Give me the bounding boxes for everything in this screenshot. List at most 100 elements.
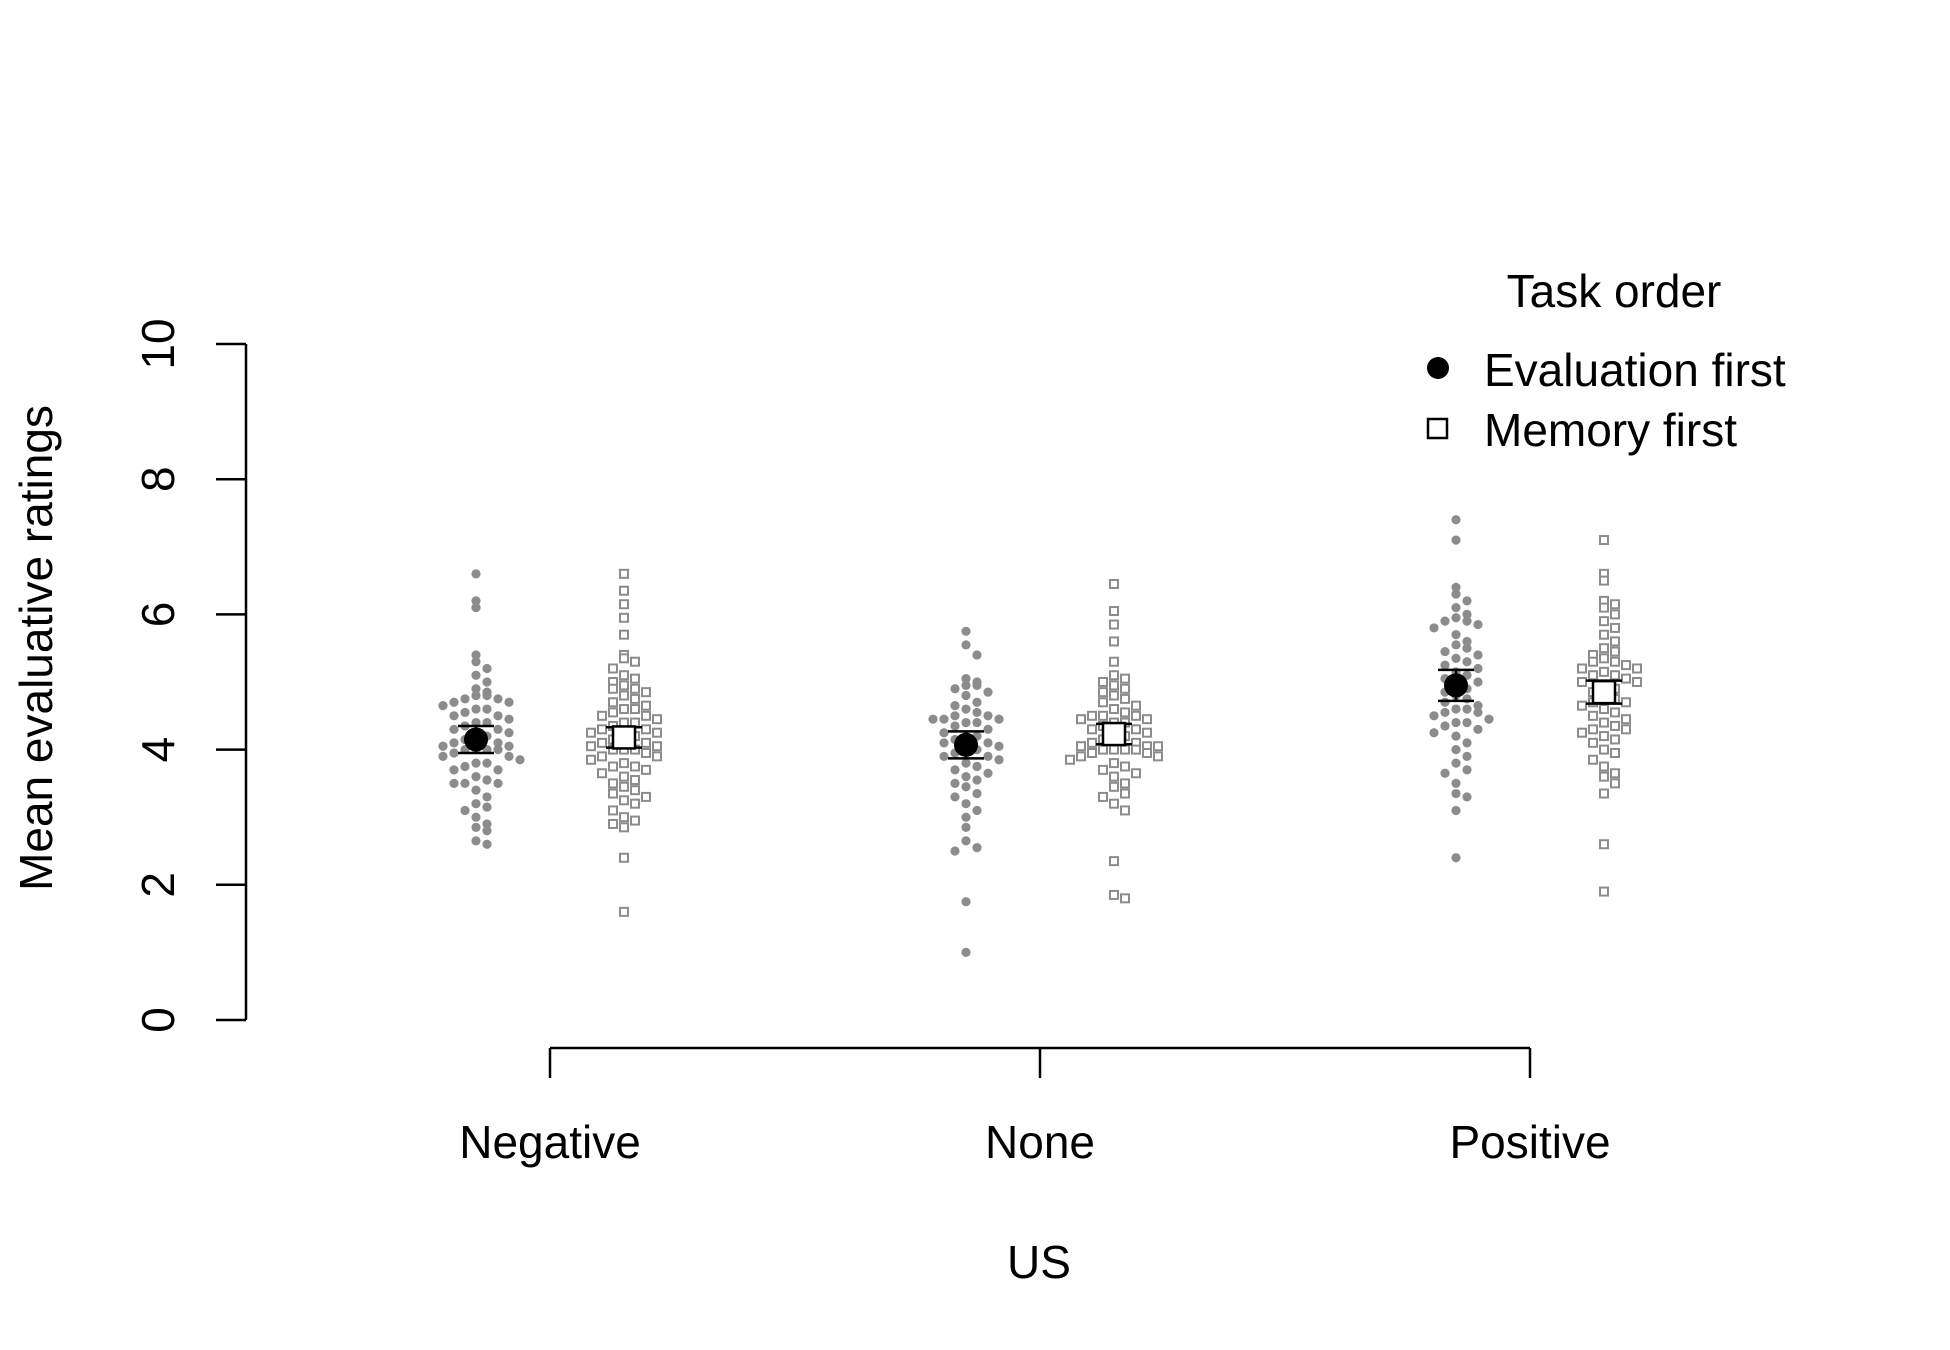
raw-point-memory-first — [620, 654, 628, 662]
raw-point-evaluation-first — [471, 813, 480, 822]
raw-point-memory-first — [1611, 779, 1619, 787]
raw-point-evaluation-first — [1429, 623, 1438, 632]
raw-point-evaluation-first — [1440, 661, 1449, 670]
raw-point-evaluation-first — [972, 775, 981, 784]
raw-point-memory-first — [1578, 702, 1586, 710]
raw-point-memory-first — [653, 715, 661, 723]
raw-point-memory-first — [609, 806, 617, 814]
raw-point-memory-first — [620, 614, 628, 622]
raw-point-memory-first — [1600, 644, 1608, 652]
raw-point-evaluation-first — [972, 650, 981, 659]
raw-point-evaluation-first — [504, 742, 513, 751]
raw-point-evaluation-first — [939, 738, 948, 747]
raw-point-evaluation-first — [950, 701, 959, 710]
raw-point-memory-first — [1099, 746, 1107, 754]
raw-point-memory-first — [1589, 671, 1597, 679]
raw-point-memory-first — [1099, 698, 1107, 706]
raw-point-evaluation-first — [1451, 515, 1460, 524]
raw-point-evaluation-first — [471, 799, 480, 808]
raw-point-memory-first — [1611, 658, 1619, 666]
raw-point-evaluation-first — [1462, 657, 1471, 666]
raw-point-memory-first — [642, 725, 650, 733]
raw-point-evaluation-first — [950, 846, 959, 855]
raw-point-evaluation-first — [939, 728, 948, 737]
raw-point-memory-first — [1611, 769, 1619, 777]
raw-point-evaluation-first — [471, 786, 480, 795]
raw-point-memory-first — [587, 756, 595, 764]
raw-point-memory-first — [1121, 894, 1129, 902]
raw-point-evaluation-first — [961, 948, 970, 957]
raw-point-memory-first — [1589, 739, 1597, 747]
raw-point-memory-first — [1077, 752, 1085, 760]
raw-point-memory-first — [1110, 692, 1118, 700]
raw-point-memory-first — [653, 742, 661, 750]
raw-point-memory-first — [1600, 705, 1608, 713]
raw-point-evaluation-first — [983, 752, 992, 761]
raw-point-memory-first — [653, 752, 661, 760]
raw-point-memory-first — [1600, 668, 1608, 676]
raw-point-evaluation-first — [1440, 769, 1449, 778]
raw-point-memory-first — [1066, 756, 1074, 764]
raw-point-evaluation-first — [482, 802, 491, 811]
raw-point-evaluation-first — [1451, 654, 1460, 663]
raw-point-evaluation-first — [961, 627, 970, 636]
raw-point-memory-first — [1154, 742, 1162, 750]
raw-point-evaluation-first — [504, 698, 513, 707]
raw-point-memory-first — [1099, 793, 1107, 801]
x-tick-label-none: None — [985, 1116, 1095, 1168]
raw-point-evaluation-first — [939, 715, 948, 724]
raw-point-memory-first — [642, 793, 650, 801]
raw-point-memory-first — [620, 705, 628, 713]
raw-point-memory-first — [1110, 637, 1118, 645]
raw-point-memory-first — [1121, 779, 1129, 787]
raw-point-memory-first — [620, 671, 628, 679]
raw-point-evaluation-first — [438, 742, 447, 751]
raw-point-evaluation-first — [449, 748, 458, 757]
raw-point-evaluation-first — [1473, 725, 1482, 734]
raw-point-memory-first — [1121, 708, 1129, 716]
raw-point-memory-first — [631, 800, 639, 808]
raw-point-memory-first — [1600, 732, 1608, 740]
raw-point-memory-first — [631, 776, 639, 784]
raw-point-memory-first — [1088, 739, 1096, 747]
raw-point-evaluation-first — [961, 823, 970, 832]
x-tick-label-negative: Negative — [459, 1116, 641, 1168]
raw-point-memory-first — [1121, 790, 1129, 798]
raw-point-evaluation-first — [493, 745, 502, 754]
raw-point-memory-first — [1589, 725, 1597, 733]
raw-point-evaluation-first — [950, 765, 959, 774]
y-tick-label: 10 — [132, 318, 184, 369]
raw-point-evaluation-first — [449, 711, 458, 720]
raw-point-memory-first — [1622, 675, 1630, 683]
raw-point-evaluation-first — [1473, 664, 1482, 673]
raw-point-evaluation-first — [493, 694, 502, 703]
raw-point-evaluation-first — [438, 701, 447, 710]
raw-point-evaluation-first — [1462, 792, 1471, 801]
raw-point-evaluation-first — [950, 721, 959, 730]
raw-point-evaluation-first — [482, 775, 491, 784]
x-axis: Negative None Positive — [459, 1048, 1610, 1168]
raw-point-evaluation-first — [961, 782, 970, 791]
raw-point-memory-first — [1088, 712, 1096, 720]
raw-point-memory-first — [1600, 719, 1608, 727]
raw-point-evaluation-first — [1462, 596, 1471, 605]
raw-point-memory-first — [1578, 729, 1586, 737]
raw-point-evaluation-first — [1451, 613, 1460, 622]
raw-point-memory-first — [1611, 600, 1619, 608]
raw-point-memory-first — [620, 854, 628, 862]
raw-point-evaluation-first — [939, 752, 948, 761]
raw-point-memory-first — [642, 749, 650, 757]
raw-point-evaluation-first — [1440, 617, 1449, 626]
raw-point-memory-first — [598, 739, 606, 747]
raw-point-evaluation-first — [1462, 718, 1471, 727]
raw-point-memory-first — [1110, 681, 1118, 689]
raw-point-evaluation-first — [504, 752, 513, 761]
raw-point-evaluation-first — [1451, 704, 1460, 713]
raw-point-memory-first — [1110, 658, 1118, 666]
raw-point-memory-first — [1121, 675, 1129, 683]
legend-label-memory-first: Memory first — [1484, 404, 1737, 456]
raw-point-memory-first — [1600, 617, 1608, 625]
raw-point-evaluation-first — [449, 698, 458, 707]
raw-point-evaluation-first — [983, 738, 992, 747]
